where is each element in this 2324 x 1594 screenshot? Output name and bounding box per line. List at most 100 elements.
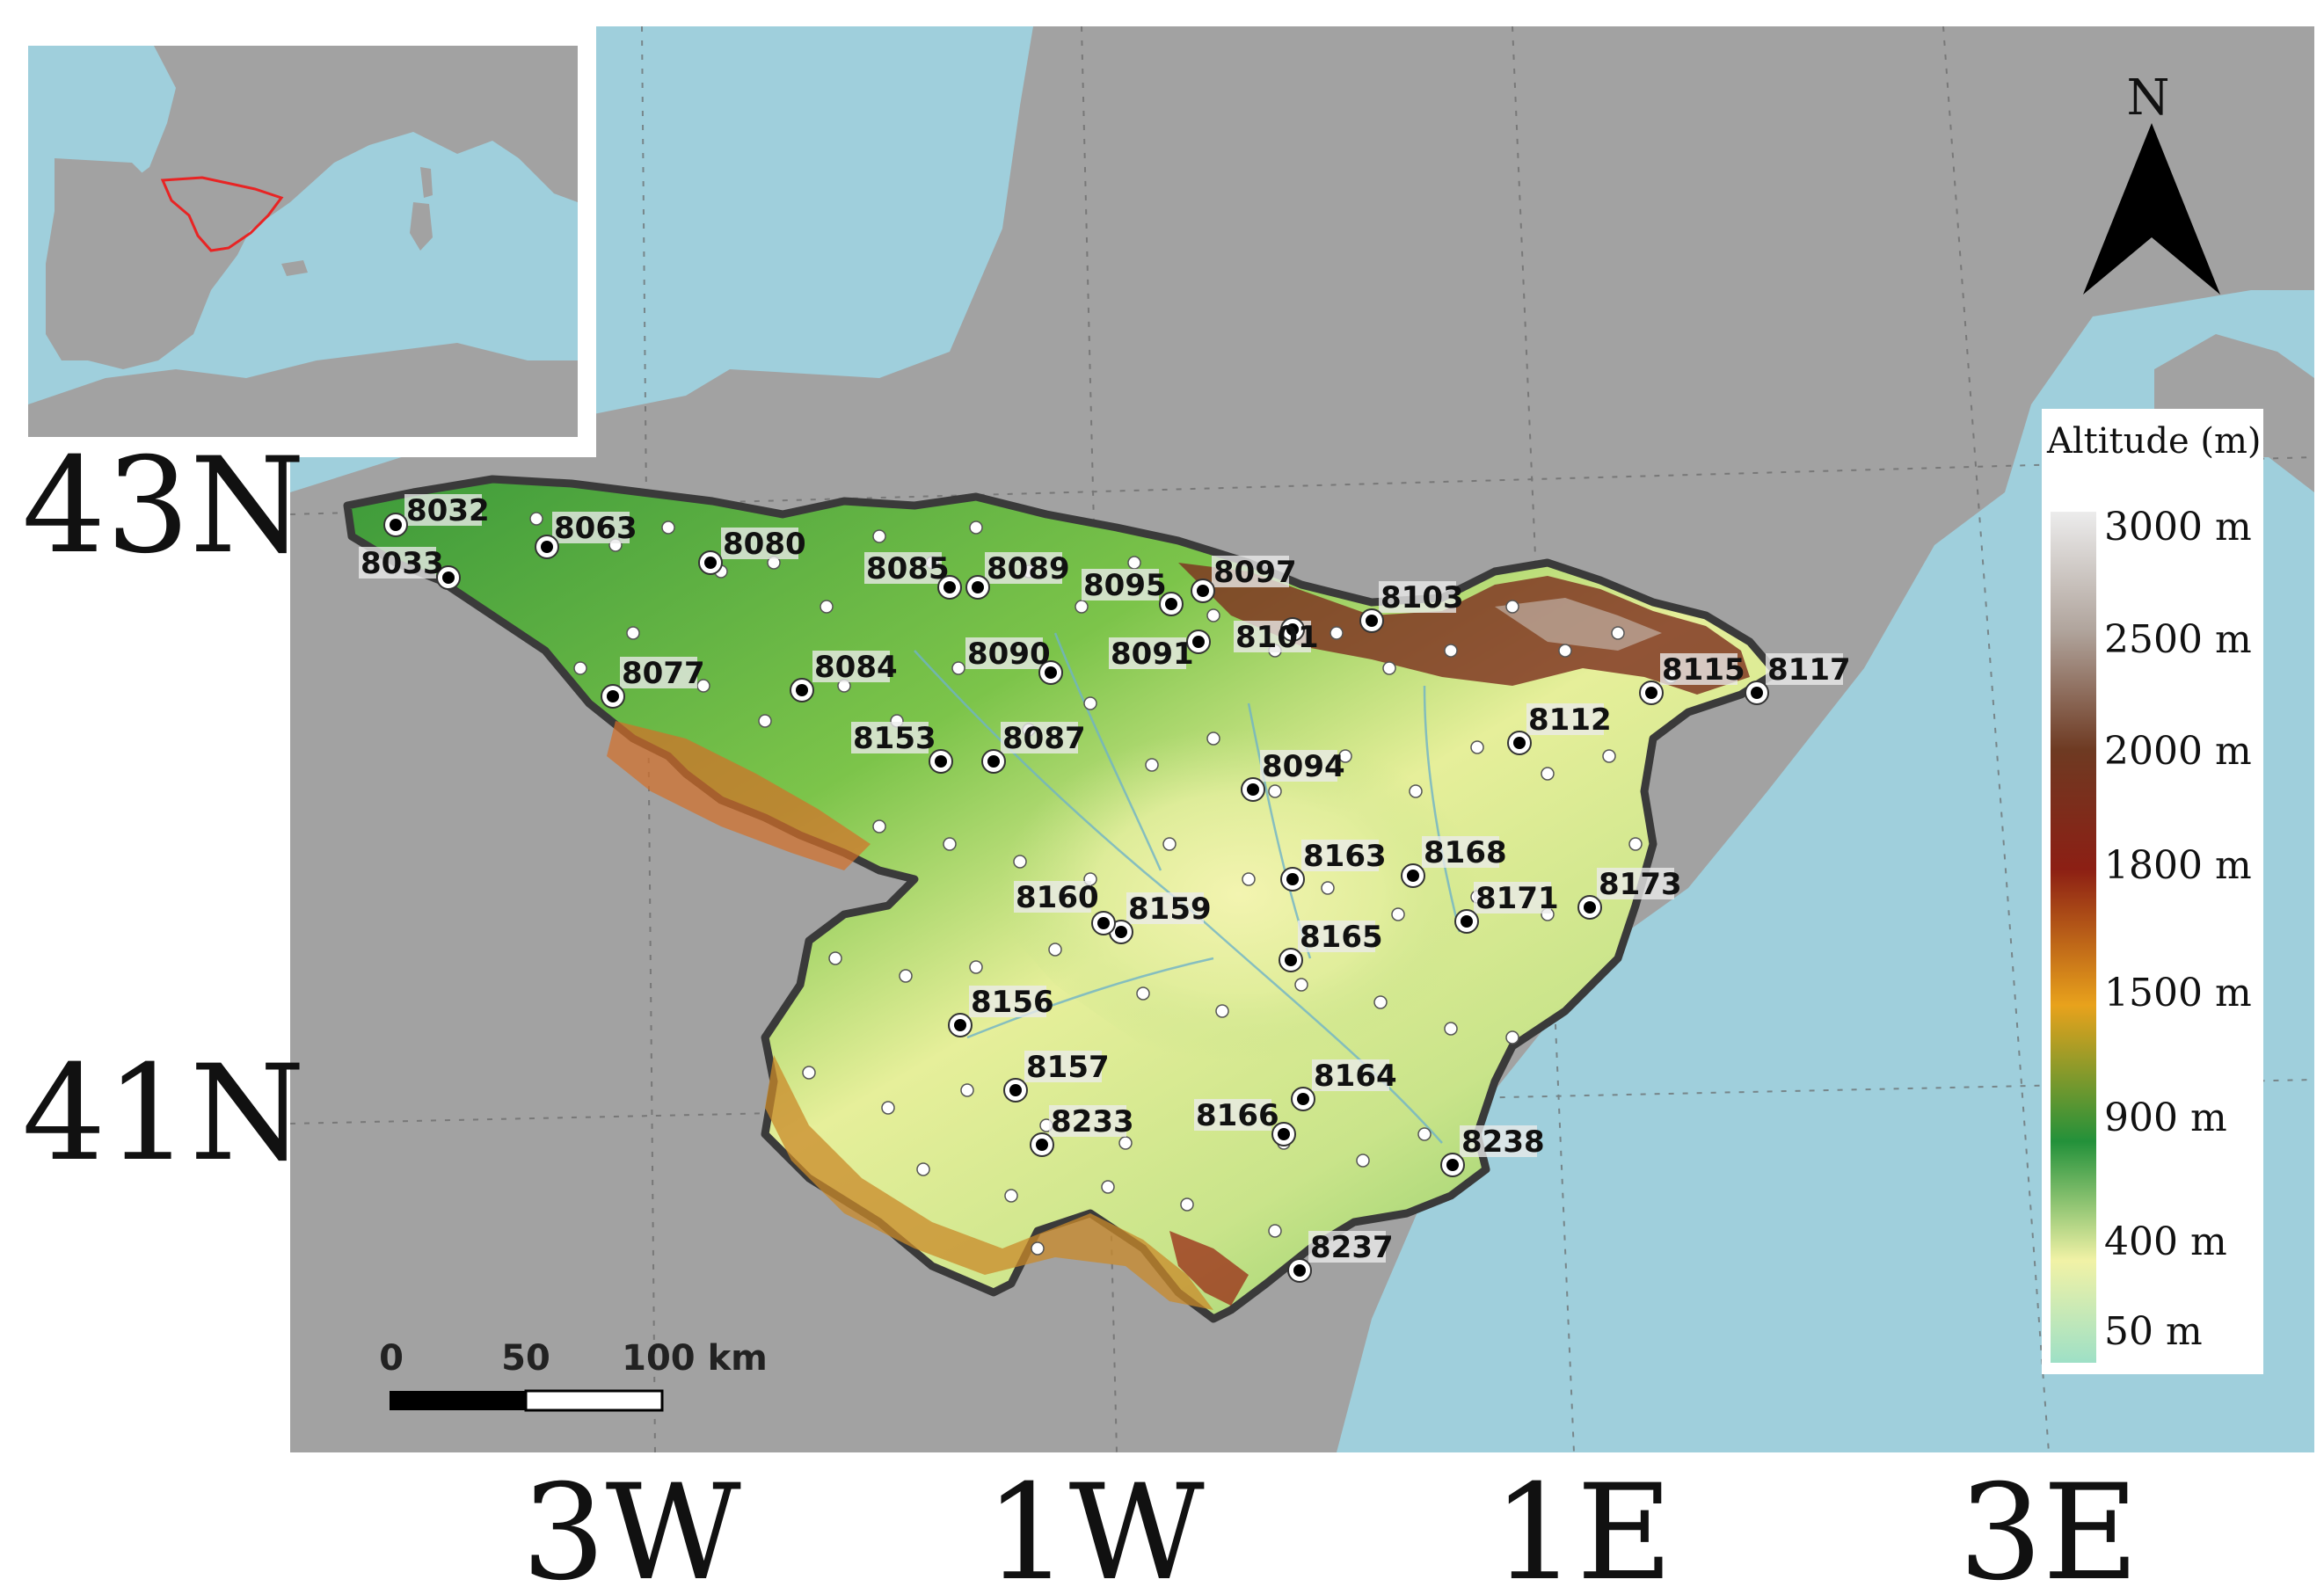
iberian-relief — [607, 721, 871, 870]
station-marker-dot — [1097, 917, 1110, 929]
station-label: 8163 — [1303, 839, 1387, 874]
station-8087: 8087 — [981, 721, 1086, 774]
station-8091: 8091 — [1109, 630, 1211, 672]
station-marker-dot — [1461, 915, 1473, 928]
station-8233: 8233 — [1030, 1104, 1134, 1157]
station-8171: 8171 — [1454, 881, 1559, 934]
station-label: 8166 — [1196, 1098, 1279, 1133]
station-8097: 8097 — [1191, 555, 1297, 603]
station-8094: 8094 — [1241, 749, 1345, 802]
station-marker-dot — [1407, 870, 1419, 882]
station-label: 8157 — [1026, 1050, 1110, 1085]
legend-tick-label: 3000 m — [2104, 505, 2252, 550]
station-label: 8091 — [1111, 637, 1194, 672]
station-label-bg — [1301, 840, 1379, 871]
station-label-bg — [1308, 1231, 1386, 1263]
station-label-bg — [1660, 653, 1738, 685]
station-label-bg — [1312, 1059, 1389, 1091]
station-label: 8097 — [1213, 555, 1297, 590]
station-marker-dot — [1285, 954, 1297, 966]
station-label: 8164 — [1314, 1059, 1397, 1094]
scale-bar: 0 50 100 km — [379, 1338, 768, 1412]
lat-label-43n: 43N — [22, 430, 305, 583]
station-8238: 8238 — [1440, 1125, 1545, 1177]
station-label: 8238 — [1461, 1125, 1545, 1160]
inset-island-sardinia — [410, 202, 433, 251]
legend-tick-label: 1800 m — [2104, 843, 2252, 888]
lat-label-41n: 41N — [22, 1037, 305, 1190]
station-label: 8112 — [1528, 702, 1612, 738]
scale-label-0: 0 — [379, 1338, 404, 1379]
altitude-legend: Altitude (m) 3000 m 2500 m 2000 m 1800 m 150… — [2042, 409, 2263, 1374]
station-label: 8063 — [554, 511, 637, 546]
station-label-bg — [1082, 569, 1159, 600]
station-label-bg — [969, 986, 1046, 1017]
station-label: 8156 — [971, 985, 1054, 1020]
station-label: 8033 — [361, 546, 444, 581]
station-8237: 8237 — [1287, 1230, 1394, 1283]
station-label: 8032 — [406, 493, 490, 528]
lon-label-3w: 3W — [521, 1457, 741, 1594]
station-8103: 8103 — [1359, 580, 1464, 633]
station-marker-dot — [1584, 901, 1596, 913]
station-label-bg — [812, 651, 890, 682]
station-marker-dot — [935, 755, 947, 768]
southern-relief — [765, 1055, 1213, 1310]
inset-land-italy — [457, 70, 578, 202]
station-marker-dot — [943, 581, 956, 593]
station-label: 8101 — [1235, 620, 1319, 655]
station-marker-dot — [1645, 687, 1657, 699]
station-8032: 8032 — [383, 493, 490, 537]
station-marker-dot — [1286, 873, 1299, 885]
station-marker-dot — [1278, 1128, 1290, 1140]
station-label-bg — [1001, 722, 1078, 753]
station-marker-dot — [1009, 1084, 1022, 1096]
pyrenees-relief — [1178, 563, 1750, 695]
station-8157: 8157 — [1003, 1050, 1110, 1103]
station-label: 8090 — [967, 637, 1051, 672]
station-label: 8165 — [1300, 920, 1383, 955]
station-marker-dot — [1247, 783, 1259, 796]
station-label-bg — [1126, 892, 1204, 924]
station-8115: 8115 — [1639, 652, 1745, 705]
station-8095: 8095 — [1082, 568, 1184, 616]
station-label: 8095 — [1083, 568, 1167, 603]
station-label: 8077 — [622, 656, 705, 691]
station-marker-dot — [442, 571, 455, 584]
station-8080: 8080 — [698, 527, 806, 575]
north-arrow: N — [2083, 69, 2220, 295]
station-8090: 8090 — [965, 637, 1063, 685]
station-label: 8084 — [814, 650, 898, 685]
station-label: 8159 — [1128, 892, 1212, 927]
station-label: 8168 — [1424, 835, 1507, 870]
station-8063: 8063 — [535, 511, 637, 559]
station-marker-dot — [1446, 1159, 1459, 1171]
station-marker-dot — [1036, 1139, 1048, 1151]
scale-bar-black — [390, 1391, 526, 1410]
station-label-bg — [1474, 882, 1551, 913]
lon-label-1w: 1W — [985, 1457, 1205, 1594]
station-label: 8080 — [723, 527, 806, 562]
station-marker-dot — [1293, 1264, 1306, 1277]
station-marker-dot — [1513, 737, 1526, 749]
station-label: 8115 — [1662, 652, 1745, 688]
station-marker-dot — [1366, 615, 1378, 627]
station-label-bg — [1109, 637, 1186, 669]
station-label-bg — [1597, 868, 1674, 899]
station-label: 8160 — [1016, 880, 1099, 915]
station-8117: 8117 — [1745, 652, 1851, 705]
inset-island-corsica — [420, 167, 433, 198]
north-arrow-icon — [2083, 123, 2220, 295]
station-8112: 8112 — [1507, 702, 1612, 755]
station-8033: 8033 — [359, 546, 461, 590]
legend-tick-label: 400 m — [2104, 1219, 2227, 1264]
station-label-bg — [1049, 1105, 1126, 1137]
station-label-bg — [1460, 1125, 1537, 1157]
station-marker-dot — [704, 557, 717, 569]
station-8165: 8165 — [1279, 920, 1383, 972]
station-label: 8117 — [1767, 652, 1851, 688]
station-label: 8173 — [1599, 867, 1682, 902]
station-label-bg — [359, 547, 436, 579]
station-label-bg — [1379, 581, 1456, 613]
